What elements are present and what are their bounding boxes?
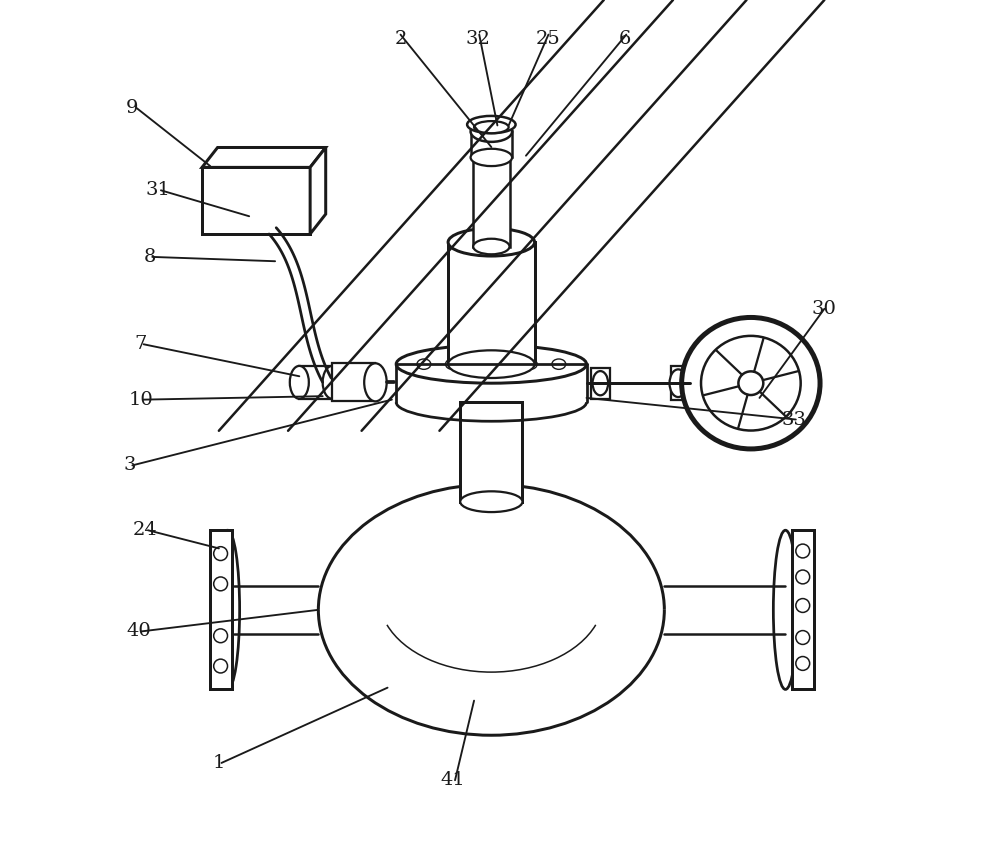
Text: 41: 41	[440, 772, 465, 789]
Ellipse shape	[701, 336, 801, 431]
Ellipse shape	[670, 369, 687, 397]
Bar	[210, 530, 232, 689]
Ellipse shape	[214, 659, 228, 673]
Bar	[471, 131, 512, 157]
Polygon shape	[202, 147, 326, 168]
Ellipse shape	[471, 359, 485, 369]
Ellipse shape	[796, 544, 810, 558]
Ellipse shape	[214, 577, 228, 591]
Text: 31: 31	[146, 182, 171, 199]
Text: 9: 9	[126, 99, 139, 117]
Text: 3: 3	[124, 457, 136, 474]
Ellipse shape	[214, 547, 228, 561]
Text: 1: 1	[213, 754, 225, 772]
Text: 33: 33	[782, 411, 807, 428]
Text: 30: 30	[812, 300, 837, 317]
Polygon shape	[310, 147, 326, 234]
Ellipse shape	[773, 530, 798, 689]
Ellipse shape	[290, 366, 309, 399]
Ellipse shape	[460, 491, 522, 512]
Bar	[448, 242, 535, 364]
Bar	[473, 156, 510, 247]
Ellipse shape	[796, 631, 810, 644]
Ellipse shape	[446, 359, 459, 369]
Ellipse shape	[471, 149, 512, 166]
Ellipse shape	[215, 530, 240, 689]
Text: 25: 25	[535, 30, 560, 48]
Ellipse shape	[738, 371, 763, 395]
Ellipse shape	[796, 657, 810, 670]
Ellipse shape	[473, 239, 510, 254]
Ellipse shape	[682, 317, 820, 449]
Ellipse shape	[448, 350, 535, 378]
Ellipse shape	[474, 121, 509, 133]
Text: 6: 6	[619, 30, 632, 48]
Bar	[792, 530, 814, 689]
Text: 7: 7	[135, 336, 147, 353]
Ellipse shape	[473, 148, 510, 163]
Ellipse shape	[214, 629, 228, 643]
Ellipse shape	[552, 359, 566, 369]
Ellipse shape	[593, 371, 608, 395]
Text: 40: 40	[127, 623, 152, 640]
Ellipse shape	[796, 570, 810, 584]
Text: 8: 8	[143, 248, 156, 266]
Bar	[591, 368, 610, 399]
Ellipse shape	[396, 345, 586, 383]
Text: 32: 32	[466, 30, 491, 48]
Ellipse shape	[364, 363, 387, 401]
Text: 10: 10	[129, 391, 153, 408]
Ellipse shape	[497, 359, 511, 369]
Ellipse shape	[523, 359, 537, 369]
Ellipse shape	[417, 359, 431, 369]
Bar	[202, 168, 310, 234]
Bar	[460, 402, 522, 502]
Ellipse shape	[448, 228, 535, 256]
Text: 2: 2	[394, 30, 407, 48]
Ellipse shape	[323, 366, 342, 399]
Text: 24: 24	[133, 522, 158, 539]
Bar	[332, 363, 375, 401]
Bar	[299, 366, 332, 399]
Ellipse shape	[471, 121, 512, 142]
Ellipse shape	[467, 116, 516, 133]
Ellipse shape	[796, 599, 810, 612]
Bar	[671, 366, 697, 400]
